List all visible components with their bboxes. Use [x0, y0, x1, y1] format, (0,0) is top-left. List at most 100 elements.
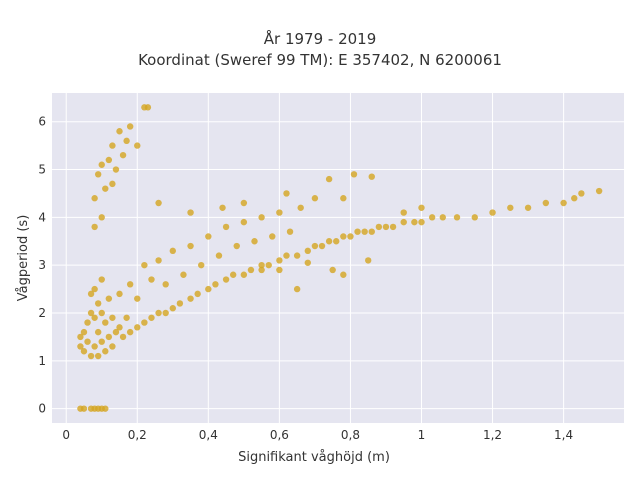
data-point — [91, 223, 98, 231]
data-point — [134, 142, 141, 149]
data-point — [229, 271, 237, 278]
chart-title-line-2: Koordinat (Sweref 99 TM): E 357402, N 62… — [138, 51, 502, 69]
tick-labels: 0 0,2 0,4 0,6 0,8 1 1,2 1,4 0 1 2 3 4 5 6 — [38, 115, 573, 442]
data-point — [134, 324, 141, 331]
data-point — [102, 348, 109, 355]
data-point — [258, 266, 265, 274]
data-point — [102, 319, 109, 326]
data-point — [560, 199, 567, 207]
data-point — [98, 161, 105, 168]
data-point — [77, 343, 84, 350]
data-point — [340, 233, 347, 240]
data-point — [333, 238, 340, 245]
data-point — [471, 214, 478, 221]
x-tick-label: 0,4 — [199, 428, 218, 442]
x-tick-label: 0,2 — [128, 428, 147, 442]
data-point — [176, 300, 184, 307]
data-point — [400, 218, 407, 226]
data-point — [428, 214, 436, 221]
data-point — [240, 199, 248, 207]
data-point — [347, 233, 354, 240]
data-point — [84, 338, 91, 345]
data-point — [91, 343, 98, 350]
data-point — [222, 223, 230, 231]
data-point — [109, 180, 116, 188]
data-point — [155, 199, 162, 207]
data-point — [91, 195, 98, 202]
y-axis-label: Vågperiod (s) — [16, 215, 31, 302]
data-point — [80, 328, 88, 336]
data-point — [389, 223, 397, 231]
plot-area — [52, 93, 624, 423]
data-point — [126, 281, 134, 288]
x-tick-label: 1,4 — [554, 428, 573, 442]
data-point — [219, 204, 226, 211]
data-point — [123, 314, 130, 321]
data-point — [240, 271, 248, 278]
data-point — [276, 266, 283, 274]
data-point — [180, 271, 187, 278]
data-point — [276, 257, 283, 264]
data-point — [297, 204, 304, 211]
data-point — [368, 173, 375, 180]
data-point — [215, 252, 223, 259]
data-point — [325, 238, 333, 245]
data-point — [265, 261, 272, 269]
data-point — [98, 276, 105, 283]
data-point — [94, 352, 102, 360]
data-point — [382, 223, 390, 231]
data-point — [286, 228, 294, 235]
data-point — [595, 187, 603, 195]
data-point — [507, 204, 514, 211]
data-point — [116, 128, 123, 135]
data-point — [116, 324, 123, 331]
data-point — [293, 252, 301, 259]
data-point — [194, 290, 201, 298]
data-point — [361, 228, 368, 235]
data-point — [325, 175, 333, 183]
data-point — [400, 209, 407, 216]
data-point — [98, 309, 105, 317]
data-point — [368, 228, 375, 235]
data-point — [340, 195, 347, 202]
y-tick-label: 5 — [38, 163, 46, 177]
data-point — [105, 156, 113, 164]
data-point — [233, 242, 240, 250]
data-point — [141, 319, 148, 326]
data-point — [91, 285, 98, 293]
data-point — [350, 171, 358, 178]
data-point — [134, 295, 141, 302]
data-point — [109, 314, 116, 321]
data-point — [489, 209, 496, 216]
data-point — [542, 199, 550, 207]
data-point — [162, 309, 169, 317]
data-point — [205, 285, 212, 293]
y-tick-label: 0 — [38, 402, 46, 416]
x-tick-label: 1,2 — [483, 428, 502, 442]
data-point — [439, 214, 447, 221]
data-point — [155, 257, 162, 264]
data-point — [126, 123, 134, 130]
x-tick-label: 0,8 — [341, 428, 360, 442]
data-point — [311, 195, 319, 202]
data-point — [205, 233, 212, 240]
data-point — [247, 266, 255, 274]
data-point — [123, 137, 130, 145]
data-point — [340, 271, 347, 278]
data-point — [304, 247, 312, 255]
data-point — [169, 305, 176, 312]
data-point — [126, 328, 134, 336]
data-point — [80, 348, 88, 355]
data-point — [144, 104, 152, 111]
data-point — [364, 257, 372, 264]
data-point — [148, 314, 155, 321]
x-tick-label: 1 — [418, 428, 426, 442]
data-point — [212, 281, 219, 288]
data-point — [571, 195, 578, 202]
data-point — [80, 405, 88, 412]
data-point — [98, 338, 105, 345]
data-point — [87, 352, 95, 360]
data-point — [375, 223, 383, 231]
chart-title-line-1: År 1979 - 2019 — [263, 30, 377, 48]
